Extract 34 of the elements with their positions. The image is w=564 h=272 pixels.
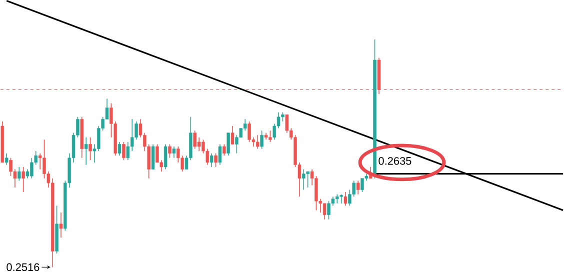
candlestick bbox=[340, 194, 343, 204]
candlestick bbox=[122, 142, 126, 161]
candlestick bbox=[230, 126, 234, 145]
candlestick bbox=[226, 132, 230, 156]
candlestick bbox=[214, 152, 218, 168]
candlestick bbox=[151, 144, 155, 170]
candlestick bbox=[327, 200, 330, 220]
candlestick bbox=[248, 121, 251, 142]
candlestick bbox=[172, 146, 176, 158]
annotation: 0.2635 bbox=[378, 157, 412, 165]
candlestick bbox=[84, 136, 88, 166]
annotation: 0.2516 bbox=[6, 263, 40, 272]
candlestick bbox=[88, 136, 92, 161]
candlestick bbox=[164, 144, 168, 170]
candlestick bbox=[356, 180, 360, 195]
candlestick bbox=[260, 130, 264, 150]
candlestick bbox=[22, 166, 25, 192]
candlestick bbox=[360, 178, 364, 192]
candlestick bbox=[118, 142, 122, 156]
candlestick bbox=[302, 168, 306, 190]
candlestick bbox=[38, 152, 42, 170]
candlestick bbox=[4, 152, 8, 166]
candlestick bbox=[9, 157, 12, 176]
candlestick bbox=[322, 203, 326, 220]
candlestick bbox=[197, 136, 201, 152]
candlestick bbox=[344, 192, 348, 206]
candlestick bbox=[168, 144, 172, 158]
candlestick bbox=[222, 144, 226, 156]
candlestick bbox=[306, 171, 310, 188]
candlestick bbox=[59, 212, 63, 238]
candlestick bbox=[210, 152, 214, 168]
candlestick bbox=[18, 166, 21, 182]
candlestick bbox=[218, 144, 222, 166]
candlestick bbox=[285, 114, 289, 134]
